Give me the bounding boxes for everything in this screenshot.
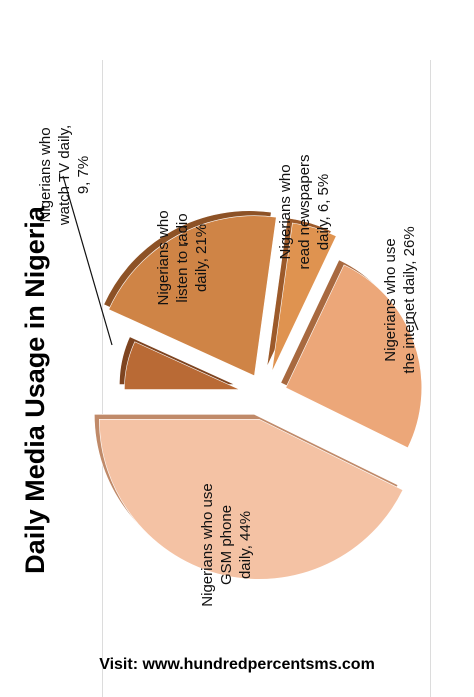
slice-label-2-line-0: Nigerians who [277,164,294,259]
slice-label-2-line-1: read newspapers [296,154,313,269]
slice-label-4-line-2: daily, 44% [237,511,254,579]
slice-label-3-line-1: the internet daily, 26% [401,226,418,373]
slice-label-3: Nigerians who use the internet daily, 26% [382,226,418,373]
slice-label-3-line-0: Nigerians who use [382,238,399,361]
leader-line-0 [62,175,113,346]
labels-layer: Nigerians who watch TV daily, 9, 7%Nigeria… [37,125,418,607]
leader-line-1 [183,242,189,245]
slice-label-0-line-2: 9, 7% [75,156,92,194]
pie-slice-4 [99,419,404,580]
slice-label-1: Nigerians who listen to radio daily, 21% [155,210,210,305]
slice-label-2: Nigerians who read newspapers daily, 6, 5% [277,154,332,269]
slice-label-4: Nigerians who use GSM phone daily, 44% [199,483,254,606]
slices-layer [94,210,423,580]
leaders-layer [62,175,419,346]
chart-title: Daily Media Usage in Nigeria [20,205,50,574]
slice-label-1-line-2: daily, 21% [193,224,210,292]
slice-label-0-line-1: watch TV daily, [56,125,73,226]
frame-line-left [102,60,103,697]
pie-slice-3 [285,264,423,449]
slice-label-2-line-2: daily, 6, 5% [315,174,332,250]
slice-label-4-line-0: Nigerians who use [199,483,216,606]
slice-label-0: Nigerians who watch TV daily, 9, 7% [37,125,92,226]
slice-label-1-line-1: listen to radio [174,213,191,302]
pie-slice-2 [271,222,337,373]
leader-line-3 [412,311,419,331]
frame-line-right [430,60,431,697]
slice-label-0-line-0: Nigerians who [37,127,54,222]
slice-label-4-line-1: GSM phone [218,505,235,585]
slice-label-1-line-0: Nigerians who [155,210,172,305]
pie-slice-0 [124,341,240,390]
pie-slice-1 [108,215,277,377]
footer-visit-link[interactable]: Visit: www.hundredpercentsms.com [99,656,375,673]
